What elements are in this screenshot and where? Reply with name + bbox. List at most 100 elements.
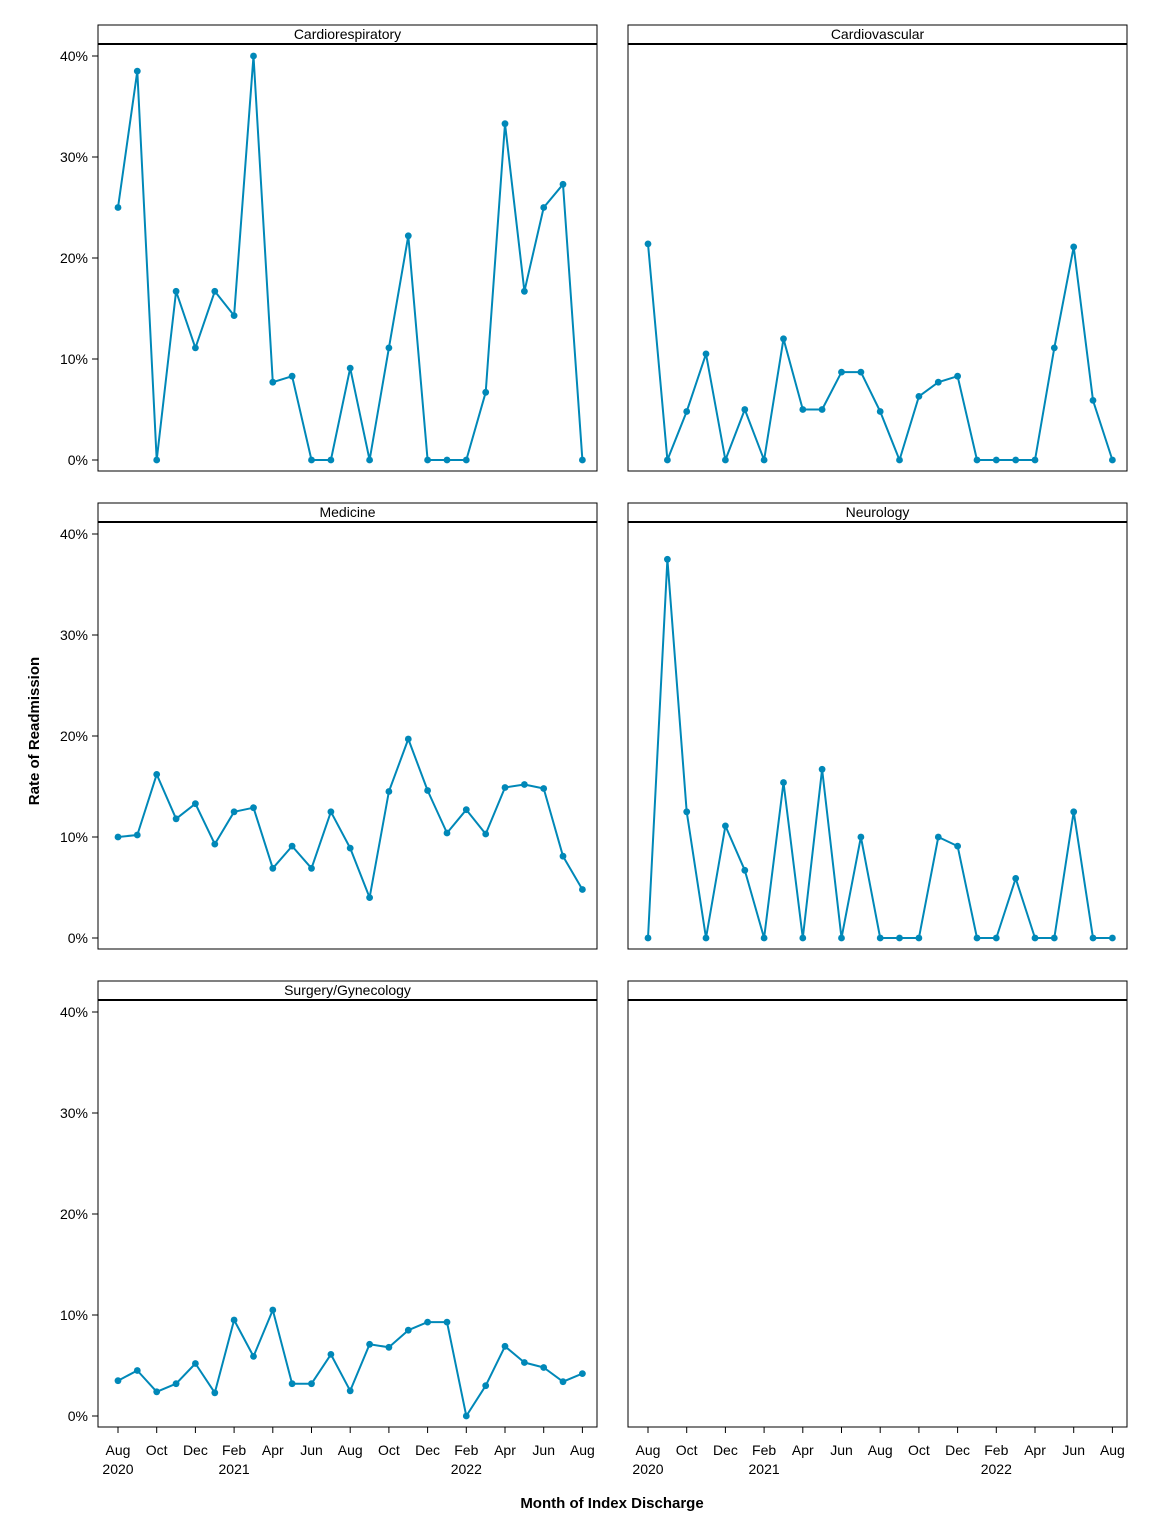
data-point [385, 788, 393, 795]
data-point [1109, 934, 1116, 942]
data-point [462, 806, 470, 814]
data-point [114, 1377, 122, 1385]
data-point [1070, 808, 1078, 816]
data-point [172, 287, 180, 295]
data-point [934, 833, 942, 841]
x-tick-label-month: Apr [1024, 1442, 1046, 1458]
panel-frame [627, 999, 1128, 1428]
data-point [114, 833, 122, 841]
series-line [647, 243, 1114, 461]
data-point [540, 1364, 548, 1371]
series-line [117, 55, 584, 461]
data-point [876, 408, 884, 415]
data-point [404, 1326, 412, 1334]
panel-empty: Aug 2020 Oct Dec Feb 2021 Apr Jun Aug Oct Dec Feb 20… [627, 980, 1128, 1477]
data-point [404, 735, 412, 743]
x-axis-title: Month of Index Discharge [520, 1495, 703, 1512]
data-point [1012, 456, 1020, 464]
x-tick-label-month: Feb [984, 1442, 1008, 1458]
data-point [973, 934, 981, 942]
x-tick-label-month: Aug [636, 1442, 661, 1458]
x-tick-label-month: Dec [415, 1442, 440, 1458]
data-point [683, 808, 691, 816]
x-tick-label-month: Aug [338, 1442, 363, 1458]
data-point [954, 372, 961, 380]
x-tick-label-month: Jun [830, 1442, 853, 1458]
data-point [366, 894, 373, 901]
data-point [683, 408, 691, 415]
data-point [915, 934, 923, 942]
x-tick-label-month: Aug [868, 1442, 893, 1458]
data-point [1050, 344, 1058, 352]
data-point [876, 934, 884, 942]
data-point [722, 456, 729, 464]
data-point [1109, 456, 1116, 464]
data-point [327, 1351, 335, 1358]
data-point [288, 372, 296, 380]
series-line [117, 1309, 583, 1417]
data-point [702, 934, 710, 942]
x-tick-label-month: Apr [262, 1442, 284, 1458]
data-point [780, 335, 787, 343]
data-point [192, 1360, 199, 1367]
x-tick-label-month: Feb [752, 1442, 776, 1458]
y-tick-label: 40% [60, 526, 88, 542]
series-line [647, 558, 1113, 939]
x-tick-label-year: 2021 [219, 1461, 250, 1477]
data-point [153, 771, 161, 778]
data-point [327, 456, 335, 464]
panel-cardiovascular: Cardiovascular [627, 24, 1128, 472]
data-point [346, 1387, 354, 1395]
x-tick-label-month: Dec [713, 1442, 738, 1458]
data-point [1012, 875, 1020, 882]
y-tick-label: 30% [60, 627, 88, 643]
data-point [250, 52, 257, 60]
data-point [702, 350, 710, 358]
data-point [722, 822, 729, 830]
data-point [780, 779, 787, 786]
y-axis-title: Rate of Readmission [26, 657, 43, 805]
y-tick-label: 0% [68, 1408, 88, 1424]
data-point [424, 456, 431, 464]
data-point [424, 787, 431, 794]
x-tick-label-month: Aug [106, 1442, 131, 1458]
y-tick-label: 30% [60, 149, 88, 165]
data-point [644, 934, 652, 942]
data-point [838, 368, 845, 376]
data-point [521, 287, 528, 295]
data-point [133, 831, 141, 839]
x-tick-label-year: 2022 [451, 1461, 482, 1477]
panel-frame [627, 521, 1128, 950]
x-tick-label-month: Aug [1100, 1442, 1125, 1458]
panel-title: Medicine [319, 504, 375, 520]
data-point [482, 388, 490, 396]
data-point [424, 1318, 431, 1326]
data-point [818, 406, 826, 413]
data-point [269, 864, 277, 872]
panels-layer: Cardiorespiratory 0% 10% 20% 30% 40% Cardiovas… [60, 24, 1128, 1477]
data-point [838, 934, 845, 942]
data-point [269, 1306, 277, 1314]
data-point [992, 456, 1000, 464]
data-point [741, 866, 749, 874]
data-point [346, 844, 354, 852]
data-point [896, 934, 903, 942]
y-tick-label: 20% [60, 728, 88, 744]
data-point [153, 1388, 161, 1396]
y-tick-label: 0% [68, 930, 88, 946]
data-point [269, 378, 277, 386]
x-tick-label-month: Oct [908, 1442, 930, 1458]
data-point [366, 1340, 373, 1348]
data-point [521, 781, 528, 788]
data-point [462, 456, 470, 464]
data-point [501, 1342, 509, 1350]
panel-medicine: Medicine 0% 10% 20% 30% 40% [60, 502, 598, 950]
data-point [172, 1380, 180, 1388]
data-point [133, 67, 141, 75]
x-tick-label-year: 2022 [981, 1461, 1012, 1477]
data-point [579, 456, 586, 464]
data-point [934, 378, 942, 386]
data-point [308, 864, 315, 872]
panel-title: Neurology [846, 504, 910, 520]
